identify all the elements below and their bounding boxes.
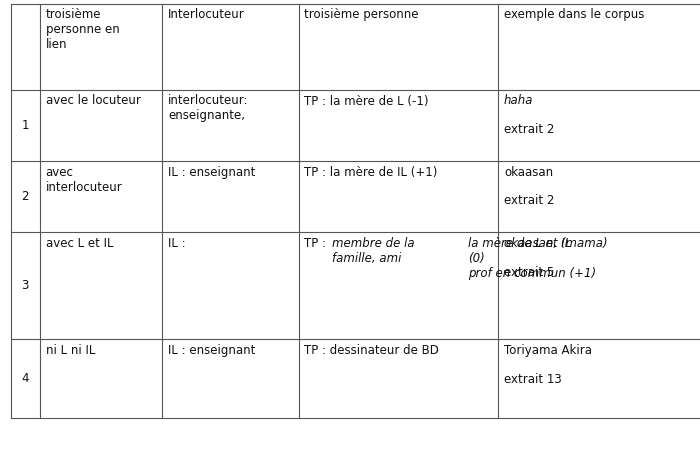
Text: ni L ni IL: ni L ni IL xyxy=(46,344,95,357)
Text: TP : la mère de IL (+1): TP : la mère de IL (+1) xyxy=(304,166,438,179)
Text: Toriyama Akira: Toriyama Akira xyxy=(504,344,592,357)
Text: 3: 3 xyxy=(22,279,29,292)
Text: okaasan, (mama): okaasan, (mama) xyxy=(504,237,608,250)
Text: okaasan: okaasan xyxy=(504,166,553,179)
Text: membre de la
famille, ami: membre de la famille, ami xyxy=(332,237,414,265)
Text: troisième
personne en
lien: troisième personne en lien xyxy=(46,8,119,51)
Text: extrait 2: extrait 2 xyxy=(504,123,554,136)
Text: interlocuteur:
enseignante,: interlocuteur: enseignante, xyxy=(168,94,248,122)
Text: 2: 2 xyxy=(22,190,29,203)
Text: IL : enseignant: IL : enseignant xyxy=(168,344,256,357)
Text: TP : la mère de L (-1): TP : la mère de L (-1) xyxy=(304,94,429,108)
Text: haha: haha xyxy=(504,94,533,108)
Text: avec le locuteur: avec le locuteur xyxy=(46,94,141,108)
Text: la mère de L et IL
(0)
prof en commun (+1): la mère de L et IL (0) prof en commun (+… xyxy=(468,237,596,280)
Text: extrait 5: extrait 5 xyxy=(504,266,554,279)
Text: avec
interlocuteur: avec interlocuteur xyxy=(46,166,122,194)
Text: IL : enseignant: IL : enseignant xyxy=(168,166,256,179)
Text: extrait 2: extrait 2 xyxy=(504,194,554,207)
Text: Interlocuteur: Interlocuteur xyxy=(168,8,245,21)
Text: exemple dans le corpus: exemple dans le corpus xyxy=(504,8,645,21)
Text: avec L et IL: avec L et IL xyxy=(46,237,113,250)
Text: troisième personne: troisième personne xyxy=(304,8,419,21)
Text: 1: 1 xyxy=(22,119,29,132)
Text: TP : dessinateur de BD: TP : dessinateur de BD xyxy=(304,344,440,357)
Text: IL :: IL : xyxy=(168,237,190,250)
Text: TP :: TP : xyxy=(304,237,330,250)
Text: 4: 4 xyxy=(22,372,29,385)
Text: extrait 13: extrait 13 xyxy=(504,373,561,386)
